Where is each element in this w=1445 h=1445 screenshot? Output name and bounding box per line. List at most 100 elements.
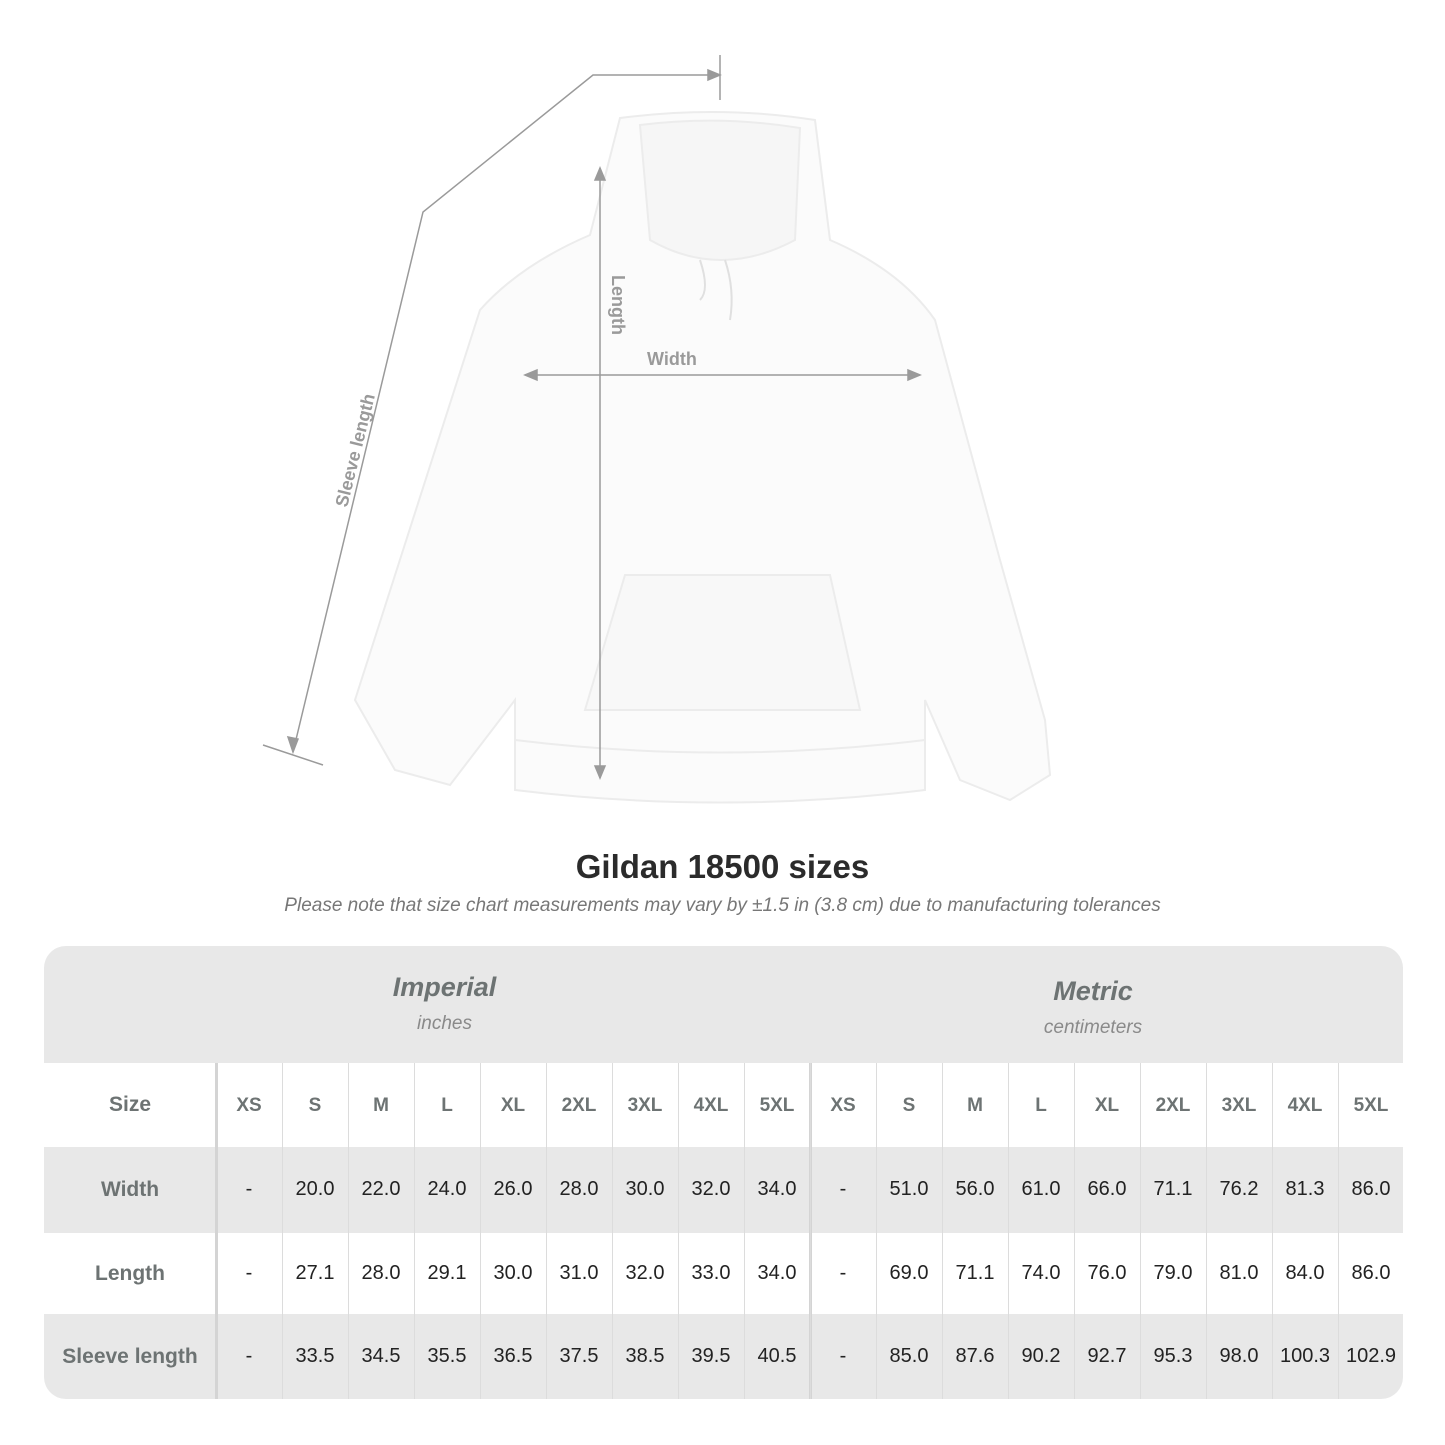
- cell-metric: 79.0: [1153, 1261, 1193, 1284]
- cell-imperial: 40.5: [757, 1344, 797, 1367]
- header-band: [44, 946, 1403, 1063]
- size-header-metric: S: [902, 1095, 916, 1116]
- cell-metric: 98.0: [1219, 1344, 1259, 1367]
- column-divider: [414, 1063, 415, 1399]
- tolerance-note: Please note that size chart measurements…: [284, 895, 1161, 916]
- cell-metric: 102.9: [1345, 1344, 1397, 1367]
- size-header-imperial: 4XL: [693, 1095, 729, 1116]
- cell-metric: 66.0: [1087, 1178, 1127, 1200]
- size-header-imperial: S: [308, 1095, 322, 1116]
- cell-metric: 86.0: [1351, 1178, 1391, 1200]
- size-header-imperial: L: [441, 1095, 453, 1116]
- size-table: Imperial inches Metric centimeters Size …: [44, 946, 1403, 1399]
- cell-metric: 81.0: [1219, 1261, 1259, 1284]
- column-divider: [1272, 1063, 1273, 1399]
- size-header-imperial: 5XL: [759, 1095, 795, 1116]
- size-header-imperial: XS: [236, 1095, 262, 1116]
- cell-metric: -: [839, 1261, 847, 1284]
- cell-imperial: 34.0: [757, 1261, 797, 1284]
- column-divider: [1338, 1063, 1339, 1399]
- cell-metric: 85.0: [889, 1344, 929, 1367]
- cell-imperial: 22.0: [361, 1178, 401, 1200]
- cell-metric: 76.2: [1219, 1178, 1259, 1200]
- cell-metric: 95.3: [1153, 1344, 1193, 1367]
- cell-metric: 92.7: [1087, 1344, 1127, 1367]
- hoodie-image: [353, 110, 1052, 804]
- column-divider: [612, 1063, 613, 1399]
- cell-imperial: 24.0: [427, 1178, 467, 1200]
- column-divider: [1206, 1063, 1207, 1399]
- size-header-metric: 3XL: [1221, 1095, 1257, 1116]
- metric-unit: centimeters: [1043, 1017, 1143, 1038]
- cell-imperial: 34.0: [757, 1178, 797, 1200]
- cell-metric: 90.2: [1021, 1344, 1061, 1367]
- cell-imperial: 29.1: [427, 1261, 467, 1284]
- column-divider: [1008, 1063, 1009, 1399]
- cell-imperial: 28.0: [361, 1261, 401, 1284]
- cell-imperial: -: [245, 1344, 253, 1367]
- cell-imperial: 36.5: [493, 1344, 533, 1367]
- cell-metric: -: [839, 1178, 847, 1200]
- cell-imperial: 39.5: [691, 1344, 731, 1367]
- column-divider: [810, 1063, 811, 1399]
- cell-imperial: 32.0: [625, 1261, 665, 1284]
- cell-metric: 71.1: [1153, 1178, 1193, 1200]
- cell-metric: 61.0: [1021, 1178, 1061, 1200]
- size-header-metric: L: [1035, 1095, 1047, 1116]
- imperial-title: Imperial: [392, 972, 497, 1002]
- cell-imperial: 26.0: [493, 1178, 533, 1200]
- cell-imperial: 37.5: [559, 1344, 599, 1367]
- cell-imperial: 35.5: [427, 1344, 467, 1367]
- length-label: Length: [608, 275, 628, 335]
- cell-imperial: 31.0: [559, 1261, 599, 1284]
- cell-imperial: 33.0: [691, 1261, 731, 1284]
- hoodie-illustration: Sleeve length Length Width: [262, 55, 1052, 804]
- cell-imperial: 28.0: [559, 1178, 599, 1200]
- cell-imperial: 30.0: [493, 1261, 533, 1284]
- size-header-metric: 2XL: [1155, 1095, 1191, 1116]
- cell-metric: 76.0: [1087, 1261, 1127, 1284]
- sleeve-measure-line: [292, 74, 720, 753]
- column-divider: [1140, 1063, 1141, 1399]
- size-header-imperial: M: [373, 1095, 389, 1116]
- size-header-metric: M: [967, 1095, 983, 1116]
- cell-imperial: 30.0: [625, 1178, 665, 1200]
- row-band-width: [44, 1147, 1403, 1233]
- size-header-metric: 4XL: [1287, 1095, 1323, 1116]
- cell-metric: 69.0: [889, 1261, 929, 1284]
- cell-imperial: 38.5: [625, 1344, 665, 1367]
- column-divider: [876, 1063, 877, 1399]
- width-label: Width: [647, 349, 697, 369]
- column-divider: [942, 1063, 943, 1399]
- cell-imperial: 32.0: [691, 1178, 731, 1200]
- column-divider: [546, 1063, 547, 1399]
- size-header-metric: 5XL: [1353, 1095, 1389, 1116]
- page-title: Gildan 18500 sizes: [575, 848, 870, 885]
- column-divider: [480, 1063, 481, 1399]
- size-header-metric: XL: [1094, 1095, 1120, 1116]
- cell-imperial: 34.5: [361, 1344, 401, 1367]
- cell-imperial: 27.1: [295, 1261, 335, 1284]
- row-label: Sleeve length: [62, 1344, 198, 1368]
- cell-imperial: 20.0: [295, 1178, 335, 1200]
- size-header-label: Size: [108, 1093, 152, 1116]
- column-divider: [678, 1063, 679, 1399]
- column-divider: [348, 1063, 349, 1399]
- cell-metric: 86.0: [1351, 1261, 1391, 1284]
- cell-imperial: 33.5: [295, 1344, 335, 1367]
- sleeve-label: Sleeve length: [331, 392, 378, 509]
- column-divider: [1074, 1063, 1075, 1399]
- size-header-imperial: 3XL: [627, 1095, 663, 1116]
- size-header-imperial: XL: [500, 1095, 526, 1116]
- cell-imperial: -: [245, 1261, 253, 1284]
- cell-metric: 51.0: [889, 1178, 929, 1200]
- column-divider: [744, 1063, 745, 1399]
- row-band-sleeve: [44, 1314, 1403, 1399]
- size-header-imperial: 2XL: [561, 1095, 597, 1116]
- metric-title: Metric: [1053, 976, 1133, 1006]
- cell-metric: 71.1: [955, 1261, 995, 1284]
- cell-metric: 100.3: [1279, 1344, 1331, 1367]
- column-divider: [215, 1063, 218, 1399]
- cell-imperial: -: [245, 1178, 253, 1200]
- column-divider: [282, 1063, 283, 1399]
